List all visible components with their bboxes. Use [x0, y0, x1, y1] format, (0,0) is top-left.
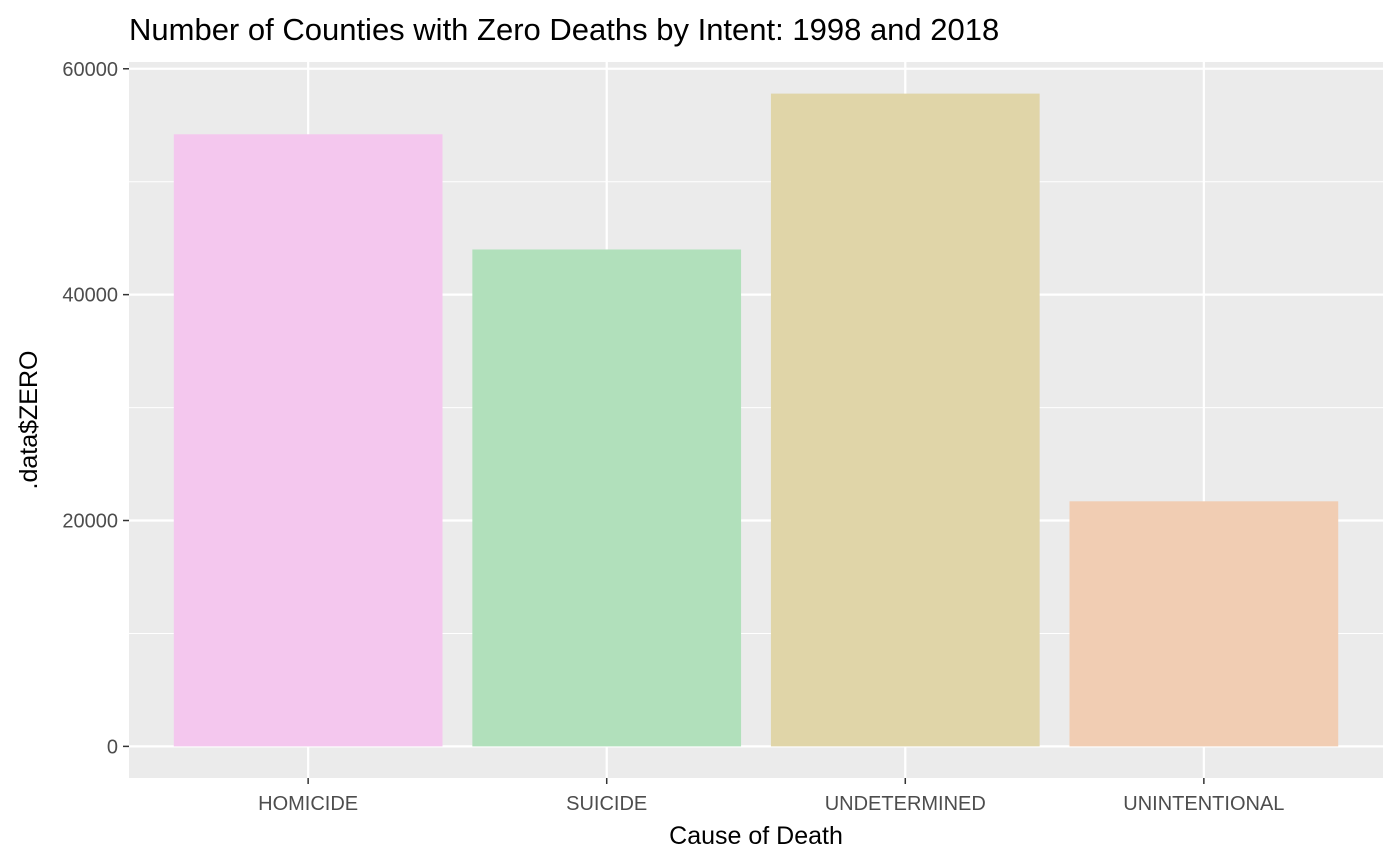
bars [173, 93, 1339, 747]
bar-undetermined [770, 93, 1040, 747]
y-axis-title: .data$ZERO [15, 351, 43, 490]
y-tick-label: 40000 [62, 285, 118, 307]
x-tick-label: HOMICIDE [258, 793, 358, 815]
y-tick-label: 0 [107, 736, 118, 758]
y-axis: 0 20000 40000 60000 [62, 59, 129, 758]
x-axis: HOMICIDE SUICIDE UNDETERMINED UNINTENTIONAL [258, 778, 1284, 815]
x-tick-label: SUICIDE [566, 793, 647, 815]
chart-title: Number of Counties with Zero Deaths by I… [129, 12, 999, 47]
x-tick-label: UNDETERMINED [825, 793, 986, 815]
y-tick-label: 20000 [62, 511, 118, 533]
x-axis-title: Cause of Death [669, 822, 843, 850]
y-tick-label: 60000 [62, 59, 118, 81]
bar-homicide [173, 134, 443, 747]
x-tick-label: UNINTENTIONAL [1123, 793, 1284, 815]
bar-unintentional [1069, 501, 1339, 747]
bar-suicide [472, 249, 742, 747]
